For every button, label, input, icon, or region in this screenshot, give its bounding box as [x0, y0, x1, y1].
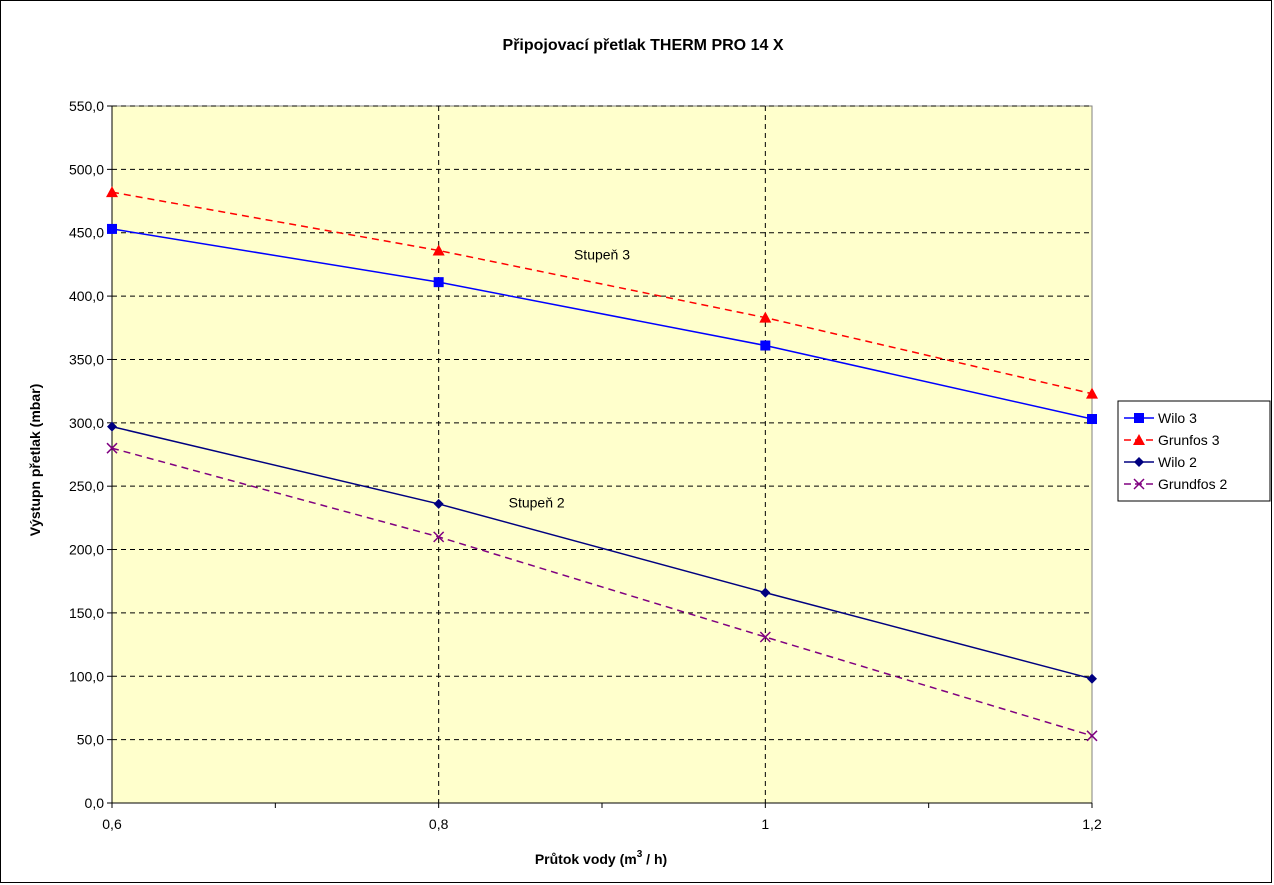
- series-grundfos-2: [106, 442, 1098, 742]
- y-tick-label: 0,0: [85, 795, 105, 811]
- y-tick-label: 100,0: [69, 668, 104, 684]
- axes: 0,0 50,0 100,0 150,0 200,0 250,0 300,0 350,0 400…: [69, 98, 1102, 832]
- series-line: [111, 228, 1093, 420]
- series-line: [111, 425, 1093, 680]
- chart-title: Připojovací přetlak THERM PRO 14 X: [503, 37, 784, 54]
- data-point: [433, 531, 445, 543]
- y-tick-label: 200,0: [69, 542, 104, 558]
- grid-lines: [112, 105, 1092, 803]
- series-line: [111, 447, 1093, 737]
- x-tick-label: 1: [761, 816, 769, 832]
- data-point: [1087, 673, 1097, 684]
- data-point: [433, 277, 444, 288]
- annotation-label: Stupeň 2: [509, 495, 565, 511]
- data-point: [1086, 387, 1098, 399]
- series-wilo-2: [107, 421, 1097, 684]
- y-tick-label: 250,0: [69, 478, 104, 494]
- legend-marker: [1134, 457, 1144, 467]
- series-line: [111, 191, 1093, 395]
- legend-label: Wilo 2: [1158, 454, 1197, 470]
- y-tick-label: 450,0: [69, 225, 104, 241]
- series-grunfos-3: [106, 186, 1098, 399]
- legend-marker: [1133, 478, 1145, 490]
- data-point: [759, 631, 771, 643]
- plot-area: [111, 105, 1093, 804]
- y-tick-label: 350,0: [69, 351, 104, 367]
- y-tick-label: 150,0: [69, 605, 104, 621]
- legend-label: Grunfos 3: [1158, 432, 1220, 448]
- data-point: [106, 442, 118, 454]
- x-tick-label: 0,8: [429, 816, 449, 832]
- y-tick-label: 500,0: [69, 161, 104, 177]
- series-wilo-3: [107, 223, 1097, 425]
- x-axis-label: Průtok vody (m3 / h): [535, 849, 667, 867]
- series-layer: [106, 186, 1098, 742]
- legend-label: Grundfos 2: [1158, 476, 1227, 492]
- data-point: [759, 311, 772, 323]
- x-tick-label: 1,2: [1082, 816, 1102, 832]
- legend-label: Wilo 3: [1158, 410, 1197, 426]
- annotations: Stupeň 3 Stupeň 2: [509, 246, 631, 510]
- data-point: [432, 244, 445, 256]
- legend: Wilo 3 Grunfos 3 Wilo 2 Grundfos 2: [1117, 400, 1271, 502]
- data-point: [760, 340, 771, 351]
- annotation-label: Stupeň 3: [574, 246, 630, 262]
- y-tick-label: 50,0: [77, 732, 104, 748]
- data-point: [433, 498, 444, 509]
- data-point: [106, 186, 118, 198]
- data-point: [1087, 414, 1097, 425]
- data-point: [107, 223, 117, 234]
- legend-marker: [1134, 413, 1144, 423]
- legend-marker: [1133, 434, 1145, 445]
- x-tick-label: 0,6: [102, 816, 122, 832]
- data-point: [107, 421, 117, 432]
- y-tick-label: 550,0: [69, 98, 104, 114]
- y-axis-label: Výstupn přetlak (mbar): [27, 384, 43, 536]
- data-point: [1086, 730, 1098, 742]
- y-tick-label: 300,0: [69, 415, 104, 431]
- data-point: [760, 587, 771, 598]
- y-tick-label: 400,0: [69, 288, 104, 304]
